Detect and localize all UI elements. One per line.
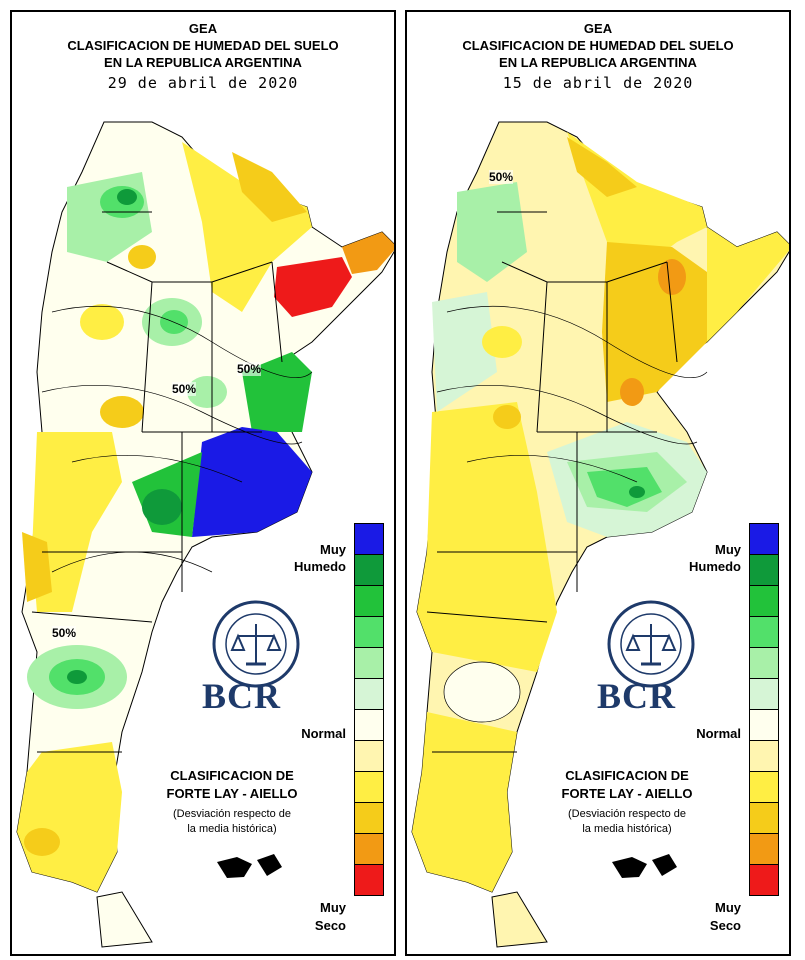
legend-swatch [749,771,779,803]
legend-label-humedo: Humedo [689,559,741,574]
panel-title-line2: CLASIFICACION DE HUMEDAD DEL SUELO [67,38,339,53]
region-ne-orange [567,137,637,197]
legend-swatch [749,523,779,555]
legend-label-normal: Normal [301,726,346,741]
malvinas-islands [217,857,252,878]
contour-label: 50% [489,170,514,184]
legend-color-scale [749,523,779,896]
region-misiones-yellow [707,227,789,342]
panel-date: 29 de abril de 2020 [107,74,299,92]
region-buenos-aires-blue [192,427,312,537]
map-panel-29-april: GEA CLASIFICACION DE HUMEDAD DEL SUELO E… [10,10,396,956]
classification-line1: CLASIFICACION DE [565,768,689,783]
contour-label: 50% [237,362,262,376]
panel-date: 15 de abril de 2020 [502,74,694,92]
region-west-green [432,292,497,412]
bcr-seal-logo [607,600,695,688]
panel-title-line3: EN LA REPUBLICA ARGENTINA [104,55,302,70]
legend-label-normal: Normal [696,726,741,741]
legend-label-muy: Muy [320,900,346,915]
legend-swatch [354,740,384,772]
region-misiones-orange [342,232,394,274]
legend-label-seco: Seco [709,918,741,933]
region-south-yellow [412,712,517,892]
legend-label-humedo: Humedo [294,559,346,574]
panel-title-line3: EN LA REPUBLICA ARGENTINA [499,55,697,70]
classification-note-line1: (Desviación respecto de [172,808,291,820]
legend-swatch [749,678,779,710]
legend-label-muy: Muy [715,542,741,557]
legend-swatch [749,585,779,617]
legend-swatch [749,616,779,648]
legend-label-muy: Muy [715,900,741,915]
legend-swatch [354,585,384,617]
legend-swatch [354,647,384,679]
region-north-yellow [182,142,312,312]
region-west-orange [22,532,52,602]
legend-swatch [749,802,779,834]
province-borders [31,211,283,753]
classification-line1: CLASIFICACION DE [170,768,294,783]
legend-swatch [354,771,384,803]
panel-title-line1: GEA [188,21,218,36]
panel-title-line1: GEA [583,21,613,36]
legend-swatch [354,802,384,834]
tierra-del-fuego [96,891,153,948]
region-west-yellow [32,432,122,612]
map-panel-15-april: GEA CLASIFICACION DE HUMEDAD DEL SUELO E… [405,10,791,956]
legend-swatch [354,709,384,741]
legend-swatch [354,523,384,555]
legend-swatch [354,833,384,865]
legend-swatch [749,833,779,865]
legend-swatch [749,740,779,772]
classification-note-line2: la media histórica) [582,823,672,835]
contour-label: 50% [172,382,197,396]
legend-swatch [749,709,779,741]
legend-swatch [354,864,384,896]
argentina-soil-moisture-map [411,121,789,948]
classification-note-line1: (Desviación respecto de [567,808,686,820]
legend-swatch [354,554,384,586]
tierra-del-fuego [491,891,548,948]
legend-swatch [749,864,779,896]
bcr-seal-logo [212,600,300,688]
legend-label-seco: Seco [314,918,346,933]
bcr-logo-text: BCR [202,676,282,716]
classification-line2: FORTE LAY - AIELLO [166,786,298,801]
legend-swatch [749,647,779,679]
legend-color-scale [354,523,384,896]
region-south-yellow [17,742,122,892]
province-borders [426,211,678,753]
panel-title-line2: CLASIFICACION DE HUMEDAD DEL SUELO [462,38,734,53]
contour-label: 50% [52,626,77,640]
classification-note-line2: la media histórica) [187,823,277,835]
legend-swatch [749,554,779,586]
region-nw-green [457,182,527,282]
malvinas-islands [612,857,647,878]
classification-line2: FORTE LAY - AIELLO [561,786,693,801]
bcr-logo-text: BCR [597,676,677,716]
argentina-soil-moisture-map [16,121,394,948]
legend-label-muy: Muy [320,542,346,557]
region-ne-orange [232,152,307,222]
legend-swatch [354,678,384,710]
legend-swatch [354,616,384,648]
region-misiones-red [274,257,352,317]
region-west-yellow [417,402,557,672]
